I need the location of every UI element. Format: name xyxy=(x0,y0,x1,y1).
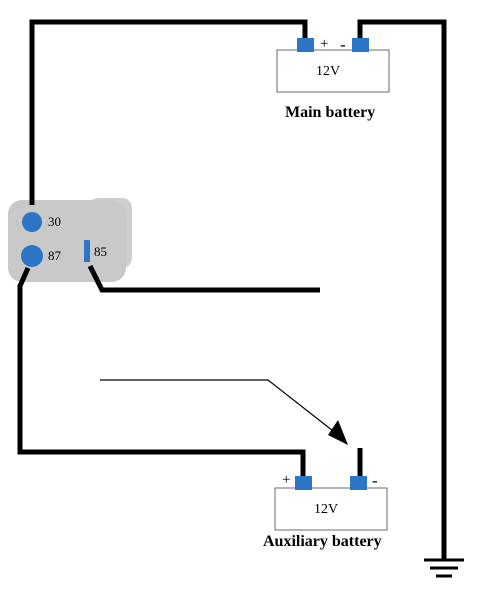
aux-battery-pos-terminal xyxy=(295,476,312,490)
main-battery-voltage: 12V xyxy=(316,64,340,80)
relay-pin-85-label: 85 xyxy=(94,244,107,260)
main-battery-neg-terminal xyxy=(352,38,369,52)
aux-battery-neg-terminal xyxy=(350,476,367,490)
relay-pin-30 xyxy=(22,212,42,232)
relay-pin-30-label: 30 xyxy=(48,214,61,230)
aux-pos-sign: + xyxy=(282,472,290,489)
circuit-diagram xyxy=(0,0,501,600)
main-neg-sign: - xyxy=(340,35,346,55)
wire-relay87-to-aux-pos xyxy=(20,268,303,476)
main-battery-label: Main battery xyxy=(285,104,375,122)
arrow-head-icon xyxy=(328,420,348,445)
aux-battery-voltage: 12V xyxy=(314,502,338,518)
relay-pin-85 xyxy=(84,240,90,262)
relay-pin-87-label: 87 xyxy=(48,248,61,264)
main-pos-sign: + xyxy=(320,36,328,53)
relay-pin-87 xyxy=(21,245,43,267)
wire-top-feed xyxy=(32,22,305,205)
aux-battery-label: Auxiliary battery xyxy=(263,533,382,551)
wire-angled-thin xyxy=(100,380,342,438)
aux-neg-sign: - xyxy=(372,471,378,491)
main-battery-pos-terminal xyxy=(297,38,314,52)
